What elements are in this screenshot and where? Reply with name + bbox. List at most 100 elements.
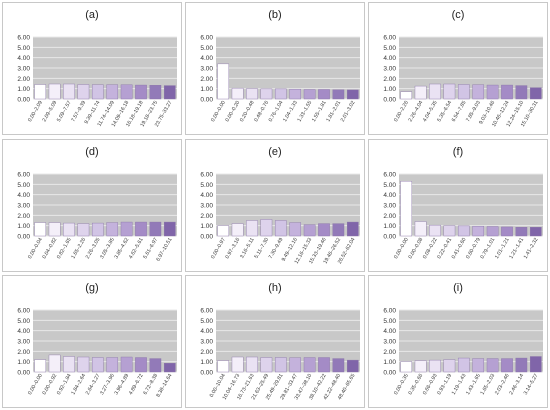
panel-label: (b) xyxy=(268,9,282,21)
bar xyxy=(246,88,258,100)
y-tick-label: 3.00 xyxy=(383,66,396,73)
y-tick-label: 2.00 xyxy=(383,213,396,220)
bar-chart: 0.001.002.003.004.005.006.000.00–0.970.9… xyxy=(200,172,360,265)
bar xyxy=(260,357,273,373)
y-tick-label: 2.00 xyxy=(200,76,213,83)
bar xyxy=(332,358,345,373)
bar xyxy=(303,89,316,100)
x-tick-label: 2.01–3.02 xyxy=(340,100,357,123)
bar xyxy=(515,227,528,237)
y-tick-label: 4.00 xyxy=(383,55,396,62)
y-tick-label: 5.00 xyxy=(200,182,213,189)
y-tick-label: 6.00 xyxy=(17,308,30,315)
bar xyxy=(429,359,441,373)
bar xyxy=(48,354,61,373)
bar xyxy=(529,356,542,373)
bar xyxy=(91,222,104,237)
y-tick-label: 5.00 xyxy=(200,45,213,52)
bar xyxy=(274,357,287,373)
y-tick-label: 3.00 xyxy=(200,66,213,73)
y-tick-label: 5.00 xyxy=(200,318,213,325)
bar xyxy=(346,221,359,237)
y-tick-label: 4.00 xyxy=(383,192,396,199)
bar xyxy=(135,84,147,100)
bar xyxy=(414,85,427,100)
y-tick-label: 6.00 xyxy=(200,172,213,179)
y-tick-label: 6.00 xyxy=(383,35,396,42)
bar xyxy=(120,84,133,100)
bar-chart: 0.001.002.003.004.005.006.000.00–2.092.0… xyxy=(17,35,177,128)
bar xyxy=(34,222,47,237)
bar xyxy=(260,88,273,100)
bar xyxy=(63,356,75,373)
bar xyxy=(217,225,230,237)
bar-chart: 0.001.002.003.004.005.006.000.00–0.000.0… xyxy=(200,35,360,123)
y-tick-label: 3.00 xyxy=(17,203,30,210)
bar xyxy=(149,85,162,100)
chart-panel: (b) 0.00 1.00 2.00 3.00 4.00 5.00 6.00 0.00–0.00… xyxy=(185,2,365,135)
y-tick-label: 0.00 xyxy=(383,370,396,377)
bar xyxy=(303,224,316,237)
bar xyxy=(274,220,287,237)
bar xyxy=(414,360,427,373)
panel-label: (c) xyxy=(451,9,465,21)
chart-panel: (f) 0.00 1.00 2.00 3.00 4.00 5.00 6.00 0.00–0.00… xyxy=(368,139,548,272)
bar xyxy=(303,357,316,373)
y-tick-label: 2.00 xyxy=(17,213,30,220)
bar xyxy=(318,223,330,237)
y-tick-label: 0.00 xyxy=(17,234,30,241)
bar xyxy=(63,83,75,100)
y-tick-label: 6.00 xyxy=(383,172,396,179)
bar xyxy=(106,222,119,237)
bar-chart: 0.001.002.003.004.005.006.000.00–0.000.0… xyxy=(17,308,177,398)
bar xyxy=(486,226,499,237)
bar xyxy=(106,84,119,100)
panel-label: (a) xyxy=(85,9,99,21)
y-tick-label: 5.00 xyxy=(17,182,30,189)
bar xyxy=(106,357,119,373)
panel-label: (i) xyxy=(453,282,463,294)
bar xyxy=(246,356,258,373)
panel-label: (e) xyxy=(268,146,282,158)
bar xyxy=(34,359,47,373)
bar xyxy=(163,363,176,373)
bar xyxy=(135,357,147,373)
y-tick-label: 3.00 xyxy=(383,339,396,346)
bar xyxy=(217,63,230,100)
bar xyxy=(457,225,470,237)
y-tick-label: 4.00 xyxy=(200,192,213,199)
y-tick-label: 3.00 xyxy=(383,203,396,210)
y-tick-label: 4.00 xyxy=(17,328,30,335)
bar xyxy=(400,181,413,237)
bar xyxy=(457,357,470,373)
bar xyxy=(501,358,513,373)
bar xyxy=(501,226,513,237)
bar xyxy=(332,89,345,100)
bar xyxy=(120,356,133,373)
bar-chart: 0.001.002.003.004.005.006.000.00–0.350.3… xyxy=(383,308,543,396)
panel-label: (h) xyxy=(268,282,282,294)
chart-panel: (i) 0.00 1.00 2.00 3.00 4.00 5.00 6.00 0.00–0.35… xyxy=(368,275,548,408)
bar xyxy=(34,84,47,100)
bar xyxy=(91,357,104,373)
chart-panel: (c) 0.00 1.00 2.00 3.00 4.00 5.00 6.00 0.00–2.26… xyxy=(368,2,548,135)
y-tick-label: 6.00 xyxy=(200,308,213,315)
bar xyxy=(274,88,287,100)
y-tick-label: 4.00 xyxy=(200,55,213,62)
y-tick-label: 3.00 xyxy=(17,66,30,73)
chart-panel: (h) 0.00 1.00 2.00 3.00 4.00 5.00 6.00 0.00–10.0… xyxy=(185,275,365,408)
y-tick-label: 0.00 xyxy=(200,234,213,241)
bar xyxy=(246,220,258,237)
y-tick-label: 5.00 xyxy=(383,182,396,189)
y-tick-label: 3.00 xyxy=(200,203,213,210)
y-tick-label: 2.00 xyxy=(17,76,30,83)
y-tick-label: 2.00 xyxy=(383,76,396,83)
bar xyxy=(332,223,345,237)
panel-label: (g) xyxy=(85,282,99,294)
y-tick-label: 5.00 xyxy=(383,45,396,52)
bar xyxy=(515,357,528,373)
y-tick-label: 1.00 xyxy=(383,223,396,230)
y-tick-label: 6.00 xyxy=(17,172,30,179)
bar xyxy=(400,361,413,373)
bar xyxy=(77,223,90,237)
